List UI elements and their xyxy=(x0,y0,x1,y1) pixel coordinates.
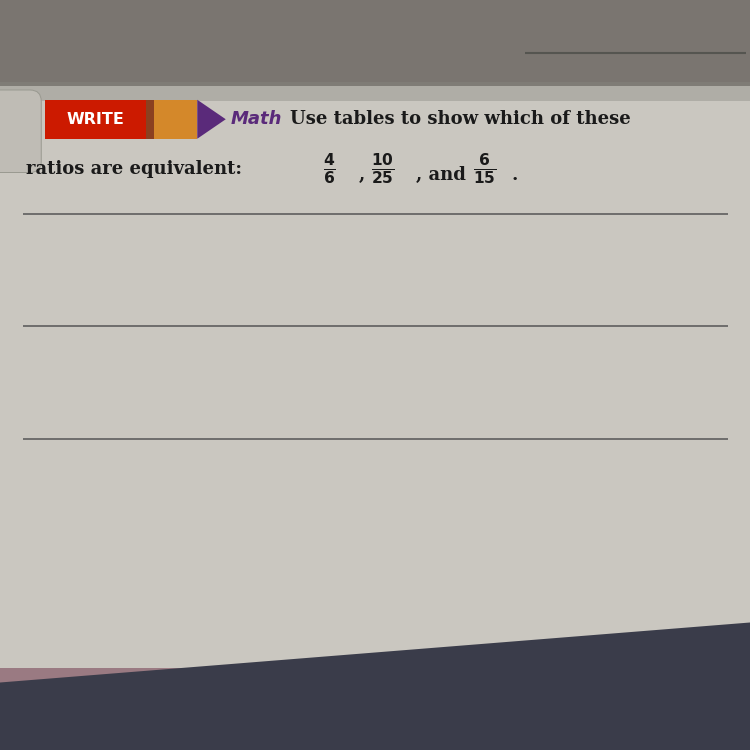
Text: $\mathbf{\frac{4}{6}}$: $\mathbf{\frac{4}{6}}$ xyxy=(322,152,335,186)
Bar xyxy=(154,100,197,139)
FancyBboxPatch shape xyxy=(0,90,41,172)
Text: Use tables to show which of these: Use tables to show which of these xyxy=(290,110,631,128)
Bar xyxy=(0,0,750,86)
Text: $\mathbf{\frac{6}{15}}$: $\mathbf{\frac{6}{15}}$ xyxy=(472,152,496,186)
Text: Math: Math xyxy=(230,110,282,128)
Polygon shape xyxy=(0,622,750,750)
Text: WRITE: WRITE xyxy=(67,112,124,127)
Text: ratios are equivalent:: ratios are equivalent: xyxy=(26,160,248,178)
FancyBboxPatch shape xyxy=(45,100,146,139)
Bar xyxy=(0,82,750,101)
Bar xyxy=(0,86,750,668)
Text: $\mathbf{\frac{10}{25}}$: $\mathbf{\frac{10}{25}}$ xyxy=(371,152,395,186)
Text: .: . xyxy=(512,166,518,184)
Text: , and: , and xyxy=(416,166,466,184)
Text: ,: , xyxy=(358,166,364,184)
Polygon shape xyxy=(197,100,226,139)
Bar xyxy=(146,100,154,139)
